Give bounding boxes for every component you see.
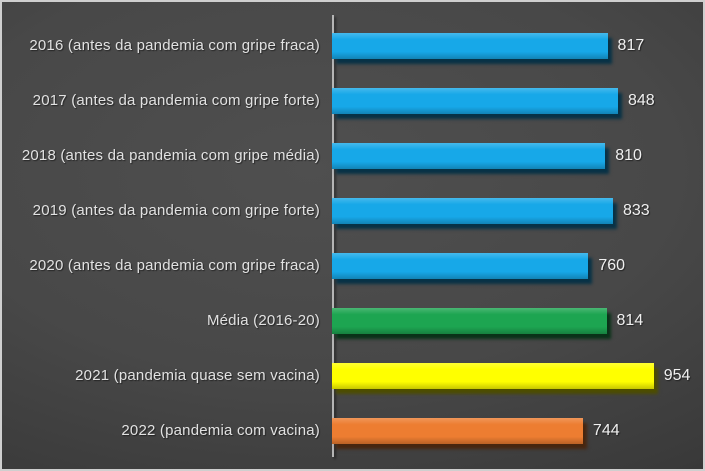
category-label: 2020 (antes da pandemia com gripe fraca)	[29, 257, 320, 274]
category-label: 2019 (antes da pandemia com gripe forte)	[32, 202, 320, 219]
value-label: 817	[617, 36, 645, 54]
bar	[332, 197, 613, 224]
value-label: 954	[663, 366, 691, 384]
category-label: 2018 (antes da pandemia com gripe média)	[21, 147, 320, 164]
value-label: 814	[616, 311, 644, 329]
category-label: 2017 (antes da pandemia com gripe forte)	[32, 92, 320, 109]
category-label: 2022 (pandemia com vacina)	[121, 422, 320, 439]
bar	[332, 32, 608, 59]
bar	[332, 307, 607, 334]
plot-area: 814	[332, 293, 703, 348]
bar	[332, 362, 654, 389]
plot-area: 848	[332, 73, 703, 128]
chart-row: 2018 (antes da pandemia com gripe média)…	[2, 128, 703, 183]
bar	[332, 252, 589, 279]
value-label: 810	[615, 146, 642, 164]
value-label: 760	[598, 256, 626, 274]
value-label: 848	[628, 91, 655, 109]
plot-area: 810	[332, 128, 703, 183]
value-label: 744	[592, 421, 620, 439]
value-label: 833	[622, 201, 650, 219]
bar-chart: 2016 (antes da pandemia com gripe fraca)…	[2, 18, 703, 458]
plot-area: 744	[332, 403, 703, 458]
category-label: 2016 (antes da pandemia com gripe fraca)	[29, 37, 320, 54]
plot-area: 833	[332, 183, 703, 238]
chart-row: 2017 (antes da pandemia com gripe forte)…	[2, 73, 703, 128]
bar	[332, 417, 583, 444]
chart-row: 2016 (antes da pandemia com gripe fraca)…	[2, 18, 703, 73]
chart-row: 2021 (pandemia quase sem vacina) 954	[2, 348, 703, 403]
plot-area: 760	[332, 238, 703, 293]
chart-row: 2020 (antes da pandemia com gripe fraca)…	[2, 238, 703, 293]
y-axis-line	[332, 15, 334, 457]
bar	[332, 87, 618, 114]
chart-row: Média (2016-20) 814	[2, 293, 703, 348]
chart-row: 2019 (antes da pandemia com gripe forte)…	[2, 183, 703, 238]
chart-row: 2022 (pandemia com vacina) 744	[2, 403, 703, 458]
bar	[332, 142, 606, 169]
plot-area: 817	[332, 18, 703, 73]
plot-area: 954	[332, 348, 703, 403]
category-label: 2021 (pandemia quase sem vacina)	[75, 367, 320, 384]
category-label: Média (2016-20)	[206, 312, 320, 329]
